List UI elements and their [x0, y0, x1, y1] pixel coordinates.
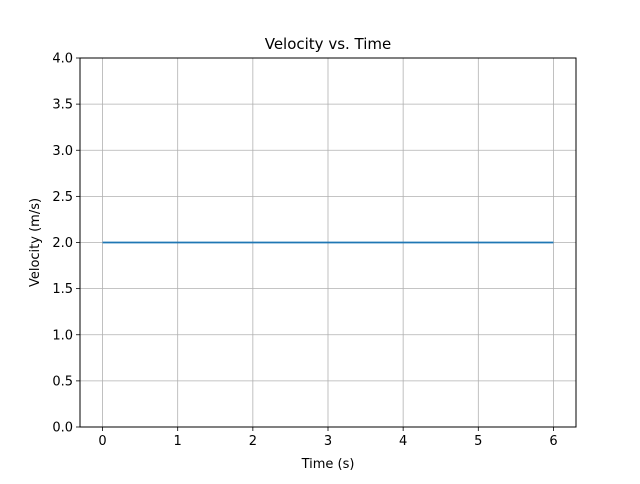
x-tick-label: 2	[249, 434, 257, 449]
x-tick-label: 0	[98, 434, 106, 449]
y-tick-label: 2.5	[52, 190, 73, 205]
y-tick-label: 3.0	[52, 144, 73, 159]
y-tick-label: 1.5	[52, 282, 73, 297]
y-tick-label: 0.5	[52, 374, 73, 389]
x-tick-label: 1	[174, 434, 182, 449]
y-tick-label: 4.0	[52, 52, 73, 67]
x-tick-label: 3	[324, 434, 332, 449]
y-axis-label: Velocity (m/s)	[28, 198, 43, 287]
x-tick-label: 4	[399, 434, 407, 449]
y-axis: 0.0 0.5 1.0 1.5 2.0 2.5 3.0 3.5 4.0	[52, 52, 80, 436]
x-tick-label: 5	[474, 434, 482, 449]
y-tick-label: 1.0	[52, 328, 73, 343]
y-tick-label: 3.5	[52, 98, 73, 113]
x-axis: 0 1 2 3 4 5 6	[98, 427, 558, 449]
y-tick-label: 0.0	[52, 421, 73, 436]
chart-title: Velocity vs. Time	[265, 35, 392, 53]
x-axis-label: Time (s)	[301, 457, 355, 472]
x-tick-label: 6	[549, 434, 557, 449]
y-tick-label: 2.0	[52, 236, 73, 251]
